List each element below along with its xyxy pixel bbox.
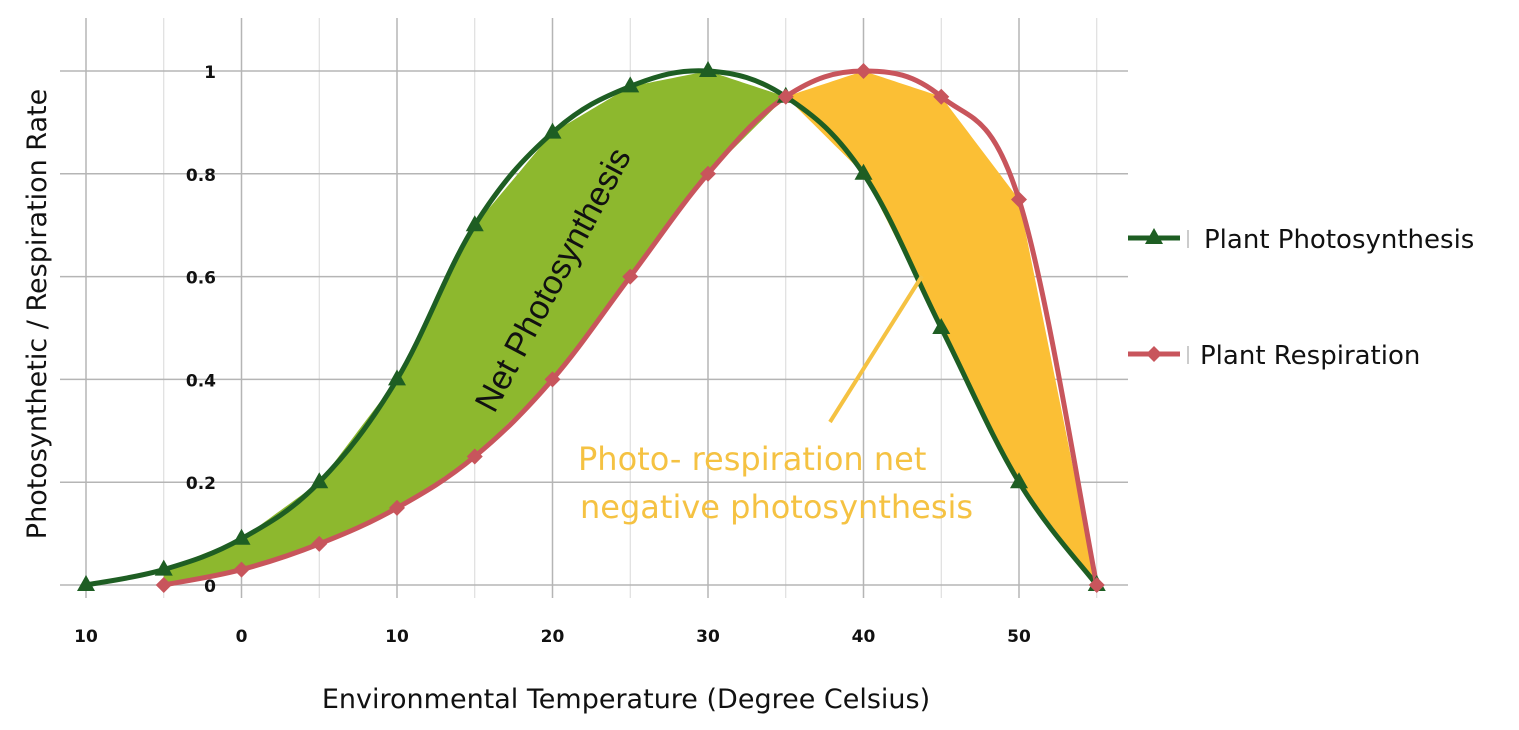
y-axis-title: Photosynthetic / Respiration Rate [22,89,53,539]
respiration-point [933,88,950,105]
legend-item-respiration: Plant Respiration [1128,341,1420,371]
series-markers [77,61,1106,593]
photo-respiration-label-line1: Photo- respiration net [578,440,926,478]
legend-label-respiration: Plant Respiration [1200,341,1420,371]
x-tick-label: 50 [1007,627,1031,647]
photosynthesis-point [621,76,640,93]
photosynthesis-point [854,163,873,180]
x-tick-label: 10 [385,627,409,647]
legend-item-photosynthesis: Plant Photosynthesis [1128,225,1474,255]
photosynthesis-point [232,528,251,545]
y-tick-label: 1 [204,63,216,83]
x-tick-label: 30 [696,627,720,647]
photo-respiration-pointer [828,274,924,424]
respiration-point [155,577,172,593]
respiration-point [389,499,405,516]
y-tick-label: 0.4 [186,371,216,391]
photosynthesis-point [388,369,406,386]
respiration-point [233,561,250,578]
respiration-point [855,63,872,79]
diamond-marker-icon [1146,346,1162,362]
y-tick-label: 0 [204,577,216,597]
x-tick-label: 0 [236,627,248,647]
photosynthesis-point [154,559,173,576]
respiration-line [163,68,1100,588]
photo-respiration-label-line2: negative photosynthesis [580,488,973,526]
x-tick-label: 10 [74,627,98,647]
photosynthesis-point [310,472,329,489]
respiration-point [311,535,328,552]
respiration-point [777,88,794,105]
x-axis-title: Environmental Temperature (Degree Celsiu… [322,684,930,715]
respiration-point [1011,191,1027,208]
legend-label-photosynthesis: Plant Photosynthesis [1204,225,1474,255]
respiration-point [544,371,561,388]
y-tick-label: 0.2 [186,474,216,494]
y-tick-label: 0.6 [186,269,216,289]
photosynthesis-point [699,61,717,77]
photosynthesis-point [543,122,562,139]
tick-labels: 10 0 10 20 30 40 50 0 0.2 0.4 0.6 0.8 1 [74,63,1031,647]
respiration-point [622,268,639,285]
triangle-marker-icon [1145,228,1163,244]
legend: Plant Photosynthesis Plant Respiration [1128,225,1474,371]
respiration-point [466,448,483,465]
photosynthesis-point [932,318,951,334]
respiration-point [1088,577,1105,593]
x-tick-label: 20 [541,627,565,647]
photosynthesis-point [77,575,95,591]
photosynthesis-point [1010,472,1028,489]
net-photosynthesis-fill [163,71,786,585]
y-tick-label: 0.8 [186,166,216,186]
photosynthesis-point [465,215,484,232]
x-tick-label: 40 [852,627,876,647]
respiration-point [700,165,716,182]
